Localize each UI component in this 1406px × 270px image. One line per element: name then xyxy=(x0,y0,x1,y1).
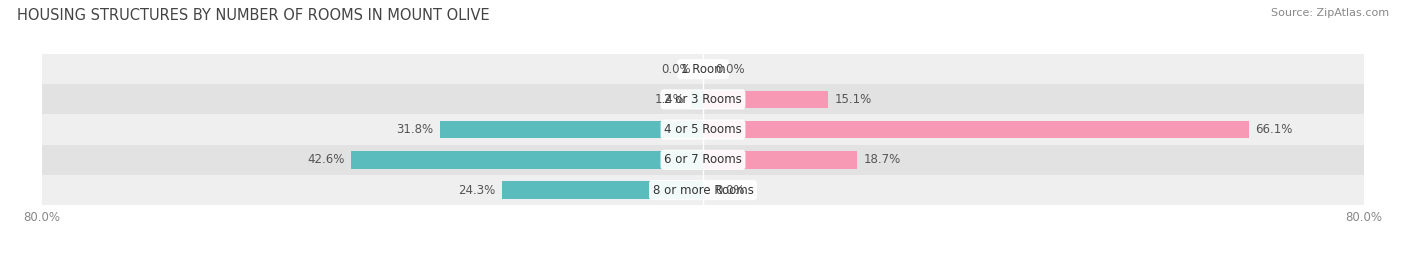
Text: 8 or more Rooms: 8 or more Rooms xyxy=(652,184,754,197)
Text: 0.0%: 0.0% xyxy=(716,184,745,197)
Bar xyxy=(703,121,1249,138)
Bar xyxy=(703,151,858,168)
Text: 24.3%: 24.3% xyxy=(458,184,496,197)
Bar xyxy=(42,175,1364,205)
Bar xyxy=(703,91,828,108)
Text: Source: ZipAtlas.com: Source: ZipAtlas.com xyxy=(1271,8,1389,18)
Bar xyxy=(440,121,703,138)
Text: 6 or 7 Rooms: 6 or 7 Rooms xyxy=(664,153,742,166)
Text: 1 Room: 1 Room xyxy=(681,63,725,76)
Text: 15.1%: 15.1% xyxy=(834,93,872,106)
Bar xyxy=(42,84,1364,114)
Text: 42.6%: 42.6% xyxy=(307,153,344,166)
Bar xyxy=(502,181,703,199)
Text: 4 or 5 Rooms: 4 or 5 Rooms xyxy=(664,123,742,136)
Bar xyxy=(42,114,1364,145)
Text: 66.1%: 66.1% xyxy=(1256,123,1294,136)
Bar xyxy=(42,54,1364,84)
Text: 2 or 3 Rooms: 2 or 3 Rooms xyxy=(664,93,742,106)
Bar xyxy=(42,145,1364,175)
Text: 1.4%: 1.4% xyxy=(655,93,685,106)
Text: 18.7%: 18.7% xyxy=(865,153,901,166)
Bar xyxy=(352,151,703,168)
Text: 31.8%: 31.8% xyxy=(396,123,433,136)
Bar xyxy=(692,91,703,108)
Text: HOUSING STRUCTURES BY NUMBER OF ROOMS IN MOUNT OLIVE: HOUSING STRUCTURES BY NUMBER OF ROOMS IN… xyxy=(17,8,489,23)
Text: 0.0%: 0.0% xyxy=(661,63,690,76)
Text: 0.0%: 0.0% xyxy=(716,63,745,76)
